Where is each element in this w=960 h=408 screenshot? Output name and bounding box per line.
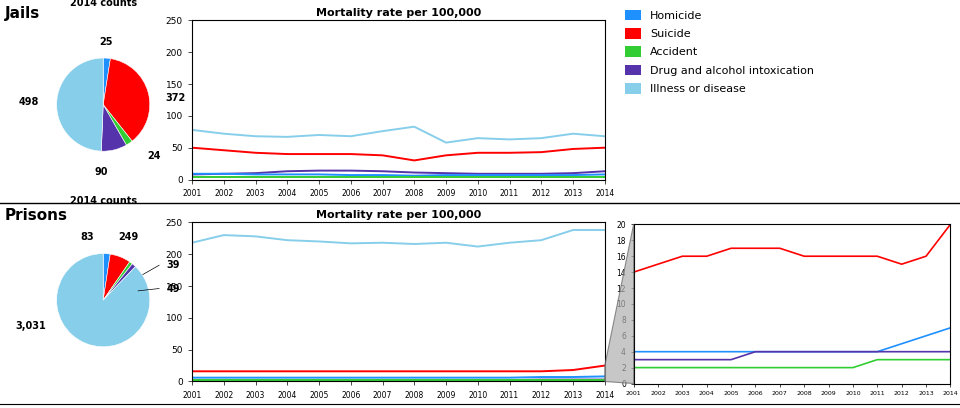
Wedge shape xyxy=(57,58,104,151)
Wedge shape xyxy=(104,264,135,300)
Text: Prisons: Prisons xyxy=(5,208,68,223)
Text: 3,031: 3,031 xyxy=(15,321,46,331)
Text: 2014 counts: 2014 counts xyxy=(70,195,136,206)
Text: 498: 498 xyxy=(18,97,38,107)
Text: 83: 83 xyxy=(80,232,94,242)
Text: 249: 249 xyxy=(119,232,139,242)
Wedge shape xyxy=(57,254,150,347)
Wedge shape xyxy=(103,254,110,300)
Title: Mortality rate per 100,000: Mortality rate per 100,000 xyxy=(316,8,481,18)
Wedge shape xyxy=(102,104,127,151)
Wedge shape xyxy=(104,262,132,300)
Wedge shape xyxy=(104,254,130,300)
Wedge shape xyxy=(103,58,110,104)
Text: 25: 25 xyxy=(99,37,112,47)
Wedge shape xyxy=(104,59,150,141)
Title: Mortality rate per 100,000: Mortality rate per 100,000 xyxy=(316,210,481,220)
Legend: Homicide, Suicide, Accident, Drug and alcohol intoxication, Illness or disease: Homicide, Suicide, Accident, Drug and al… xyxy=(625,10,814,94)
Text: 2014 counts: 2014 counts xyxy=(70,0,136,7)
Text: Jails: Jails xyxy=(5,6,40,21)
Text: 39: 39 xyxy=(166,260,180,270)
Text: 372: 372 xyxy=(165,93,185,103)
Text: 49: 49 xyxy=(166,284,180,293)
Text: 24: 24 xyxy=(148,151,161,161)
Wedge shape xyxy=(104,104,132,145)
Text: 90: 90 xyxy=(94,167,108,177)
